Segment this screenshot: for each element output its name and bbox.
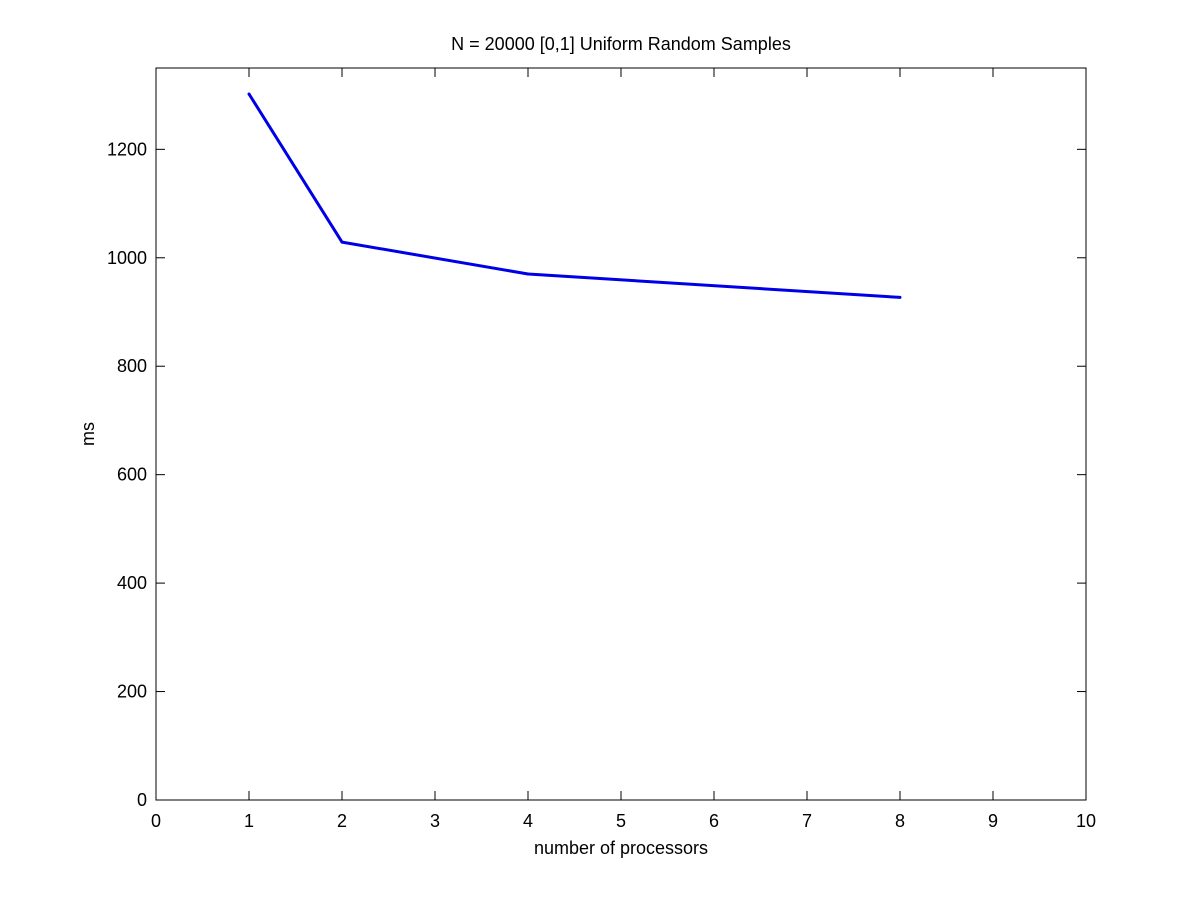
x-tick-label: 1 xyxy=(244,811,254,831)
x-tick-label: 3 xyxy=(430,811,440,831)
y-axis-title: ms xyxy=(78,422,98,446)
data-point xyxy=(247,92,251,96)
x-tick-label: 8 xyxy=(895,811,905,831)
y-tick-label: 600 xyxy=(117,465,147,485)
y-tick-label: 200 xyxy=(117,682,147,702)
plot-area xyxy=(155,67,1087,801)
data-point xyxy=(526,272,530,276)
x-tick-label: 4 xyxy=(523,811,533,831)
x-tick-label: 2 xyxy=(337,811,347,831)
x-tick-label: 7 xyxy=(802,811,812,831)
y-tick-label: 0 xyxy=(137,790,147,810)
x-tick-label: 5 xyxy=(616,811,626,831)
y-tick-label: 1000 xyxy=(107,248,147,268)
y-axis-ticks: 0 200 400 600 800 1000 1200 xyxy=(107,139,1086,810)
y-tick-label: 1200 xyxy=(107,139,147,159)
x-axis-ticks: 0 1 2 3 4 5 6 7 8 9 10 xyxy=(151,68,1096,831)
chart-title: N = 20000 [0,1] Uniform Random Samples xyxy=(451,34,791,54)
x-tick-label: 10 xyxy=(1076,811,1096,831)
x-tick-label: 9 xyxy=(988,811,998,831)
data-point xyxy=(340,240,344,244)
y-tick-label: 400 xyxy=(117,573,147,593)
series-layer xyxy=(247,92,902,299)
x-tick-label: 6 xyxy=(709,811,719,831)
x-tick-label: 0 xyxy=(151,811,161,831)
series-line xyxy=(247,93,901,299)
x-axis-title: number of processors xyxy=(534,838,708,858)
y-tick-label: 800 xyxy=(117,356,147,376)
data-point xyxy=(898,295,902,299)
